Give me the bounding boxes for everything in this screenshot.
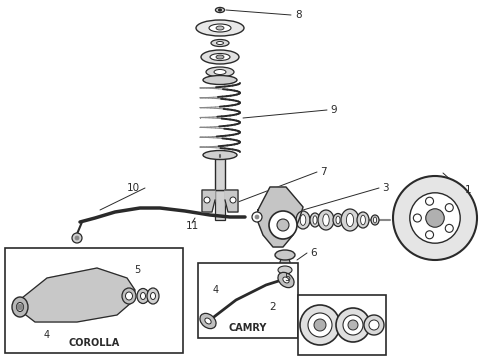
Ellipse shape — [211, 40, 229, 46]
Text: 2: 2 — [270, 302, 276, 312]
Bar — [5, 248, 183, 353]
Ellipse shape — [216, 26, 224, 30]
Ellipse shape — [310, 213, 320, 227]
Circle shape — [252, 212, 262, 222]
Circle shape — [204, 197, 210, 203]
Circle shape — [75, 236, 79, 240]
Ellipse shape — [141, 292, 146, 300]
Circle shape — [269, 211, 297, 239]
Circle shape — [314, 319, 326, 331]
Text: CAMRY: CAMRY — [229, 323, 267, 333]
Ellipse shape — [12, 297, 28, 317]
Ellipse shape — [210, 54, 230, 60]
Ellipse shape — [209, 24, 231, 32]
Ellipse shape — [203, 76, 237, 85]
Circle shape — [364, 315, 384, 335]
Ellipse shape — [218, 9, 222, 11]
Circle shape — [277, 219, 289, 231]
Circle shape — [414, 214, 421, 222]
Ellipse shape — [346, 213, 354, 226]
Ellipse shape — [296, 211, 310, 229]
Ellipse shape — [125, 292, 132, 300]
Text: 4: 4 — [44, 330, 50, 340]
Text: 4: 4 — [213, 285, 219, 295]
Ellipse shape — [333, 213, 343, 226]
Ellipse shape — [318, 210, 334, 230]
Ellipse shape — [217, 41, 223, 45]
Bar — [215, 157, 225, 190]
Ellipse shape — [371, 215, 379, 225]
Ellipse shape — [361, 215, 366, 225]
Circle shape — [308, 313, 332, 337]
Ellipse shape — [147, 288, 159, 304]
Text: 9: 9 — [330, 105, 337, 115]
Text: 7: 7 — [320, 167, 327, 177]
Ellipse shape — [373, 217, 377, 223]
Ellipse shape — [300, 215, 306, 225]
Ellipse shape — [200, 313, 216, 329]
Circle shape — [72, 233, 82, 243]
Polygon shape — [256, 187, 303, 247]
Ellipse shape — [336, 216, 340, 224]
Circle shape — [393, 176, 477, 260]
Ellipse shape — [323, 214, 329, 226]
Circle shape — [336, 308, 370, 342]
Ellipse shape — [196, 20, 244, 36]
Circle shape — [445, 204, 453, 212]
Text: 5: 5 — [284, 273, 290, 283]
Text: 1: 1 — [465, 185, 472, 195]
Text: 6: 6 — [310, 248, 317, 258]
Bar — [198, 263, 298, 338]
Circle shape — [230, 197, 236, 203]
Bar — [215, 190, 225, 220]
Ellipse shape — [206, 67, 234, 77]
Ellipse shape — [278, 273, 294, 288]
Ellipse shape — [203, 150, 237, 159]
Ellipse shape — [357, 212, 369, 228]
Ellipse shape — [150, 292, 155, 300]
Ellipse shape — [313, 216, 317, 224]
Ellipse shape — [205, 318, 211, 324]
Text: 8: 8 — [295, 10, 302, 20]
Circle shape — [300, 305, 340, 345]
Polygon shape — [17, 268, 135, 322]
Bar — [298, 295, 386, 355]
Ellipse shape — [283, 277, 289, 283]
Ellipse shape — [275, 250, 295, 260]
Circle shape — [425, 197, 434, 205]
Text: 3: 3 — [382, 183, 389, 193]
Ellipse shape — [137, 288, 149, 303]
Ellipse shape — [214, 69, 226, 75]
Circle shape — [255, 215, 259, 219]
Circle shape — [410, 193, 460, 243]
Text: 5: 5 — [134, 265, 140, 275]
Polygon shape — [225, 190, 238, 212]
Text: 11: 11 — [185, 221, 198, 231]
Circle shape — [369, 320, 379, 330]
Circle shape — [343, 315, 363, 335]
Ellipse shape — [280, 257, 290, 269]
Circle shape — [425, 231, 434, 239]
Text: 10: 10 — [127, 183, 140, 193]
Ellipse shape — [278, 266, 292, 274]
Ellipse shape — [201, 50, 239, 64]
Ellipse shape — [122, 288, 136, 304]
Circle shape — [17, 304, 23, 310]
Circle shape — [348, 320, 358, 330]
Ellipse shape — [17, 302, 24, 311]
Ellipse shape — [216, 55, 224, 59]
Ellipse shape — [216, 8, 224, 13]
Ellipse shape — [341, 209, 359, 231]
Text: COROLLA: COROLLA — [69, 338, 120, 348]
Circle shape — [445, 224, 453, 232]
Circle shape — [426, 209, 444, 227]
Polygon shape — [202, 190, 215, 212]
